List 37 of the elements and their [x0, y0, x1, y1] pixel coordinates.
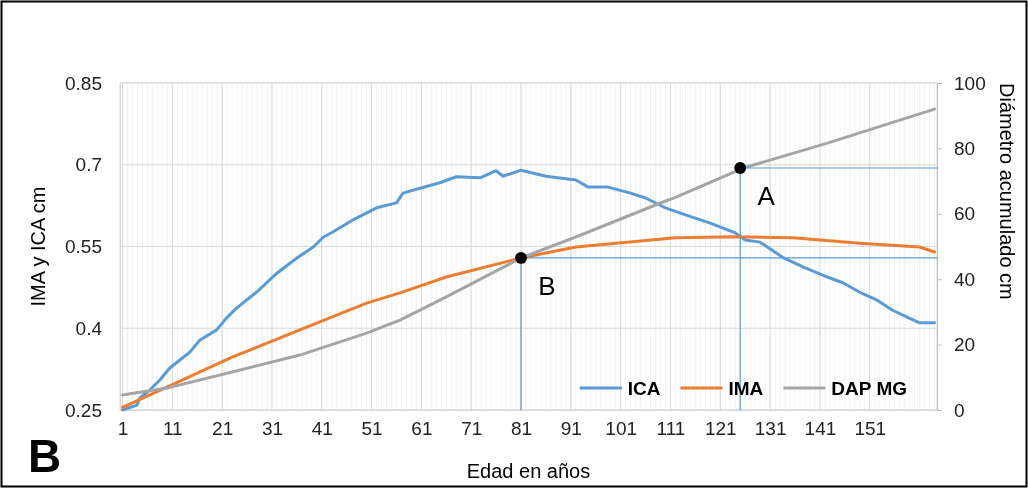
y-tick-label: 0.25 — [65, 399, 102, 421]
x-tick-label: 121 — [704, 418, 737, 440]
x-tick-label: 1 — [117, 418, 129, 440]
annotation: B — [538, 270, 556, 301]
y-tick-label: 0.7 — [75, 154, 102, 176]
y2-tick-label: 20 — [954, 334, 976, 356]
x-tick-label: 51 — [361, 418, 383, 440]
y-tick-label: 0.55 — [65, 236, 102, 258]
y2-tick-label: 0 — [954, 399, 965, 421]
y-tick-label: 0.85 — [65, 72, 102, 94]
text: B — [28, 430, 62, 482]
y-tick-label: 0.4 — [75, 317, 103, 339]
x-tick-label: 131 — [754, 418, 787, 440]
x-tick-label: 151 — [854, 418, 887, 440]
x-tick-label: 91 — [560, 418, 582, 440]
legend-label: IMA — [728, 377, 764, 399]
x-tick-label: 21 — [212, 418, 234, 440]
y2-tick-label: 40 — [954, 268, 976, 290]
x-tick-label: 111 — [656, 418, 686, 440]
annotation: A — [757, 180, 776, 211]
legend-label: ICA — [627, 377, 661, 399]
x-tick-label: 81 — [510, 418, 533, 440]
x-tick-label: 31 — [261, 418, 284, 440]
y2-tick-label: 60 — [954, 203, 976, 225]
x-tick-label: 141 — [804, 418, 837, 440]
x-axis-title: Edad en años — [466, 460, 591, 482]
x-tick-label: 61 — [411, 418, 433, 440]
y2-axis-title: Diámetro acumulado cm — [996, 83, 1018, 300]
legend-label: DAP MG — [831, 377, 907, 399]
y-axis-title: IMA y ICA cm — [27, 186, 49, 307]
line-series — [120, 107, 937, 397]
x-tick-label: 71 — [461, 418, 483, 440]
y2-tick-label: 80 — [954, 137, 976, 159]
x-tick-label: 11 — [162, 418, 183, 440]
x-tick-label: 101 — [605, 418, 638, 440]
x-tick-label: 41 — [311, 418, 333, 440]
y2-tick-label: 100 — [954, 72, 986, 94]
